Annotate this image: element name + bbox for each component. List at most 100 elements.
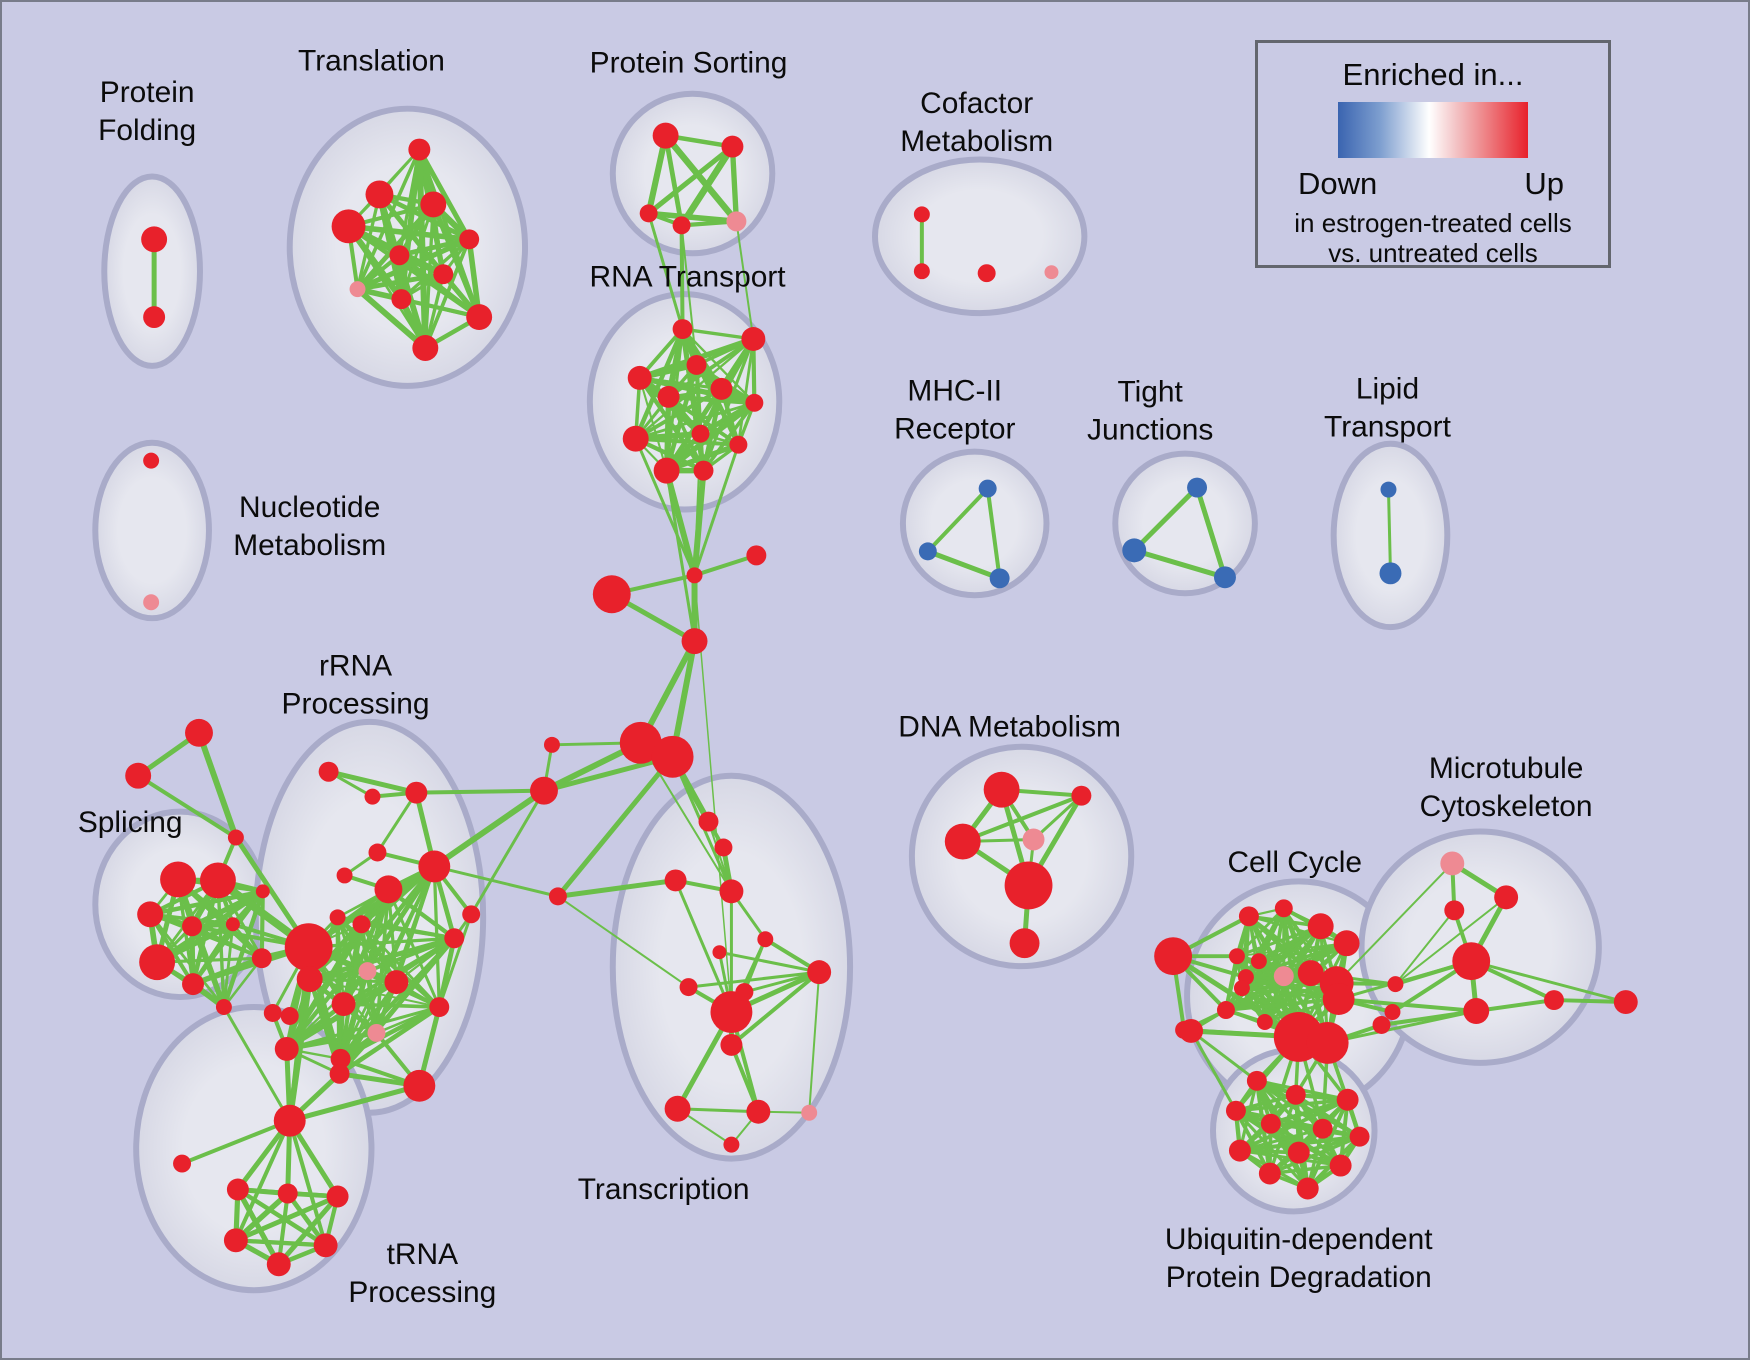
node-R2[interactable] xyxy=(405,781,428,804)
node-RT8[interactable] xyxy=(622,425,649,452)
node-C19[interactable] xyxy=(1384,1004,1401,1020)
node-R20[interactable] xyxy=(330,1048,351,1069)
node-PS1[interactable] xyxy=(652,122,679,149)
node-PS5[interactable] xyxy=(726,211,747,232)
node-RT11[interactable] xyxy=(653,457,680,484)
node-T9[interactable] xyxy=(391,289,412,310)
node-R13[interactable] xyxy=(331,992,356,1017)
node-TN3[interactable] xyxy=(326,1185,349,1208)
node-X10[interactable] xyxy=(710,991,753,1033)
node-RT4[interactable] xyxy=(627,365,652,390)
node-U7[interactable] xyxy=(1349,1126,1370,1147)
node-C17[interactable] xyxy=(1322,983,1355,1016)
node-X8[interactable] xyxy=(679,978,698,997)
node-T3[interactable] xyxy=(420,191,447,218)
node-R11[interactable] xyxy=(462,905,481,924)
node-MEGA2[interactable] xyxy=(296,966,323,993)
node-RT2[interactable] xyxy=(741,327,766,351)
node-NM2[interactable] xyxy=(143,594,160,611)
node-X2[interactable] xyxy=(714,838,733,857)
node-CM2[interactable] xyxy=(913,263,930,280)
node-TN1[interactable] xyxy=(226,1178,249,1201)
node-HUB2[interactable] xyxy=(273,1104,306,1137)
node-C15[interactable] xyxy=(1256,1014,1273,1030)
node-R24[interactable] xyxy=(263,1004,282,1022)
node-PS3[interactable] xyxy=(639,204,658,223)
node-T8[interactable] xyxy=(349,281,366,298)
node-R17[interactable] xyxy=(329,909,346,926)
node-X16[interactable] xyxy=(735,983,754,1002)
node-U12[interactable] xyxy=(1296,1177,1319,1200)
node-C18[interactable] xyxy=(1387,976,1404,993)
node-PS2[interactable] xyxy=(721,135,744,158)
node-C7[interactable] xyxy=(1250,953,1267,970)
node-T7[interactable] xyxy=(433,264,454,285)
node-T10[interactable] xyxy=(466,304,493,331)
node-X9[interactable] xyxy=(807,960,832,985)
node-U2[interactable] xyxy=(1285,1084,1306,1105)
node-C6[interactable] xyxy=(1228,948,1245,965)
node-TN4[interactable] xyxy=(223,1228,248,1253)
node-CH6[interactable] xyxy=(651,735,694,778)
node-TN6[interactable] xyxy=(266,1252,291,1277)
node-X6[interactable] xyxy=(757,931,774,948)
node-C8[interactable] xyxy=(1273,966,1294,987)
node-MT3[interactable] xyxy=(1444,900,1465,921)
node-X14[interactable] xyxy=(801,1104,818,1121)
node-R19[interactable] xyxy=(280,1007,299,1025)
node-R6[interactable] xyxy=(374,875,403,904)
node-R15[interactable] xyxy=(358,962,377,981)
node-CH3[interactable] xyxy=(592,575,631,614)
node-R21[interactable] xyxy=(274,1036,299,1061)
node-R9[interactable] xyxy=(543,736,560,753)
node-R14[interactable] xyxy=(384,970,409,995)
node-C3[interactable] xyxy=(1274,899,1293,918)
node-U1[interactable] xyxy=(1246,1070,1267,1091)
node-PF2[interactable] xyxy=(143,306,166,329)
node-CH2[interactable] xyxy=(746,545,767,566)
node-LT2[interactable] xyxy=(1379,562,1402,585)
node-U10[interactable] xyxy=(1329,1154,1352,1177)
node-R18[interactable] xyxy=(352,915,371,934)
node-CM1[interactable] xyxy=(913,206,930,223)
node-R22[interactable] xyxy=(329,1063,350,1084)
node-T1[interactable] xyxy=(408,138,431,161)
node-R10[interactable] xyxy=(444,928,465,949)
node-M2[interactable] xyxy=(918,542,937,561)
node-C20[interactable] xyxy=(1372,1016,1391,1034)
node-CH1[interactable] xyxy=(686,567,703,584)
node-X5[interactable] xyxy=(548,887,567,906)
node-R16[interactable] xyxy=(367,1023,386,1042)
node-S3[interactable] xyxy=(137,901,164,928)
node-PS4[interactable] xyxy=(672,216,691,235)
node-U5[interactable] xyxy=(1260,1113,1281,1134)
node-C14[interactable] xyxy=(1216,1001,1235,1019)
node-X4[interactable] xyxy=(719,879,744,904)
node-C13[interactable] xyxy=(1233,980,1250,997)
node-C5[interactable] xyxy=(1333,930,1360,957)
node-T5[interactable] xyxy=(459,229,480,250)
node-D4[interactable] xyxy=(1022,828,1045,851)
node-C2[interactable] xyxy=(1238,906,1259,927)
node-S4[interactable] xyxy=(182,916,202,937)
node-CCb2[interactable] xyxy=(1306,1021,1349,1064)
node-R3[interactable] xyxy=(364,788,381,805)
node-X15[interactable] xyxy=(723,1136,740,1153)
node-U11[interactable] xyxy=(1258,1162,1281,1185)
node-TL[interactable] xyxy=(173,1154,192,1173)
node-S7[interactable] xyxy=(182,973,204,996)
node-TR3[interactable] xyxy=(227,829,244,846)
node-RT10[interactable] xyxy=(729,435,748,454)
node-T6[interactable] xyxy=(389,245,410,266)
node-S8[interactable] xyxy=(251,948,272,969)
node-R8[interactable] xyxy=(530,776,558,805)
node-TJ2[interactable] xyxy=(1122,538,1147,563)
node-T2[interactable] xyxy=(365,180,394,209)
node-X7[interactable] xyxy=(712,945,727,960)
node-R5[interactable] xyxy=(336,867,353,884)
node-RT1[interactable] xyxy=(672,319,693,340)
node-X3[interactable] xyxy=(664,869,687,892)
node-RT7[interactable] xyxy=(745,393,764,412)
node-CH4[interactable] xyxy=(681,628,708,655)
node-D5[interactable] xyxy=(1004,861,1053,910)
